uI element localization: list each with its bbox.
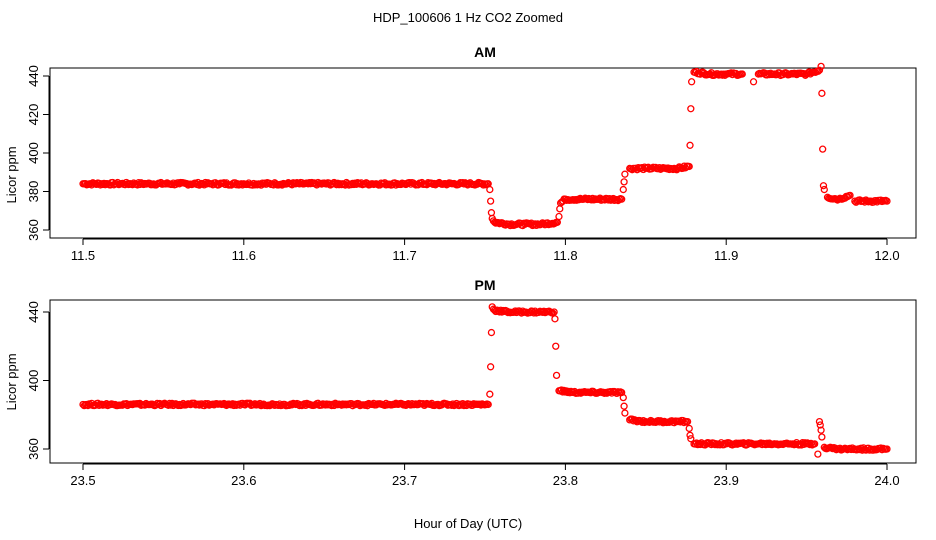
x-tick-label: 12.0	[874, 248, 899, 263]
data-point	[620, 402, 628, 410]
data-point	[486, 185, 494, 194]
data-point	[551, 315, 559, 323]
data-point	[486, 197, 495, 205]
data-point	[687, 435, 695, 443]
panel-pm-plot-frame	[49, 299, 917, 464]
data-point	[486, 363, 495, 371]
y-tick-label: 440	[26, 301, 41, 323]
data-point	[853, 446, 861, 454]
data-point	[820, 185, 828, 194]
x-tick-label: 23.8	[553, 473, 578, 488]
data-point	[817, 426, 825, 434]
figure-title: HDP_100606 1 Hz CO2 Zoomed	[373, 10, 563, 25]
panel-am-y-axis: 360 380 400 420 440	[26, 65, 50, 241]
panel-pm: PM 23.5 23.6 23.7 23.8 23.9 24.0 360 400 440 Li…	[4, 277, 917, 488]
data-point	[818, 89, 826, 97]
y-tick-label: 360	[26, 219, 41, 241]
data-point	[621, 170, 629, 178]
data-point	[405, 178, 414, 187]
x-tick-label: 11.8	[553, 248, 577, 263]
panel-pm-x-axis: 23.5 23.6 23.7 23.8 23.9 24.0	[70, 463, 900, 488]
data-point	[555, 212, 563, 221]
data-point	[686, 141, 694, 149]
x-tick-label: 23.6	[231, 473, 256, 488]
data-point	[810, 440, 819, 448]
panel-am-plot-frame	[49, 67, 917, 239]
data-point	[814, 450, 822, 458]
panel-pm-title: PM	[475, 277, 496, 293]
x-tick-label: 11.9	[714, 248, 738, 263]
data-point	[511, 307, 519, 315]
data-point	[680, 162, 688, 170]
data-point	[619, 185, 627, 194]
panel-am-points	[79, 62, 891, 230]
x-axis-label: Hour of Day (UTC)	[414, 516, 522, 531]
data-point	[817, 62, 825, 71]
x-tick-label: 11.7	[392, 248, 416, 263]
data-point	[621, 409, 629, 417]
data-point	[683, 417, 692, 426]
data-point	[819, 182, 828, 190]
data-point	[484, 400, 492, 409]
data-point	[619, 393, 627, 402]
data-point	[685, 162, 693, 171]
x-tick-label: 24.0	[874, 473, 899, 488]
data-point	[486, 390, 494, 398]
data-point	[815, 417, 824, 426]
data-point	[552, 371, 561, 380]
data-point	[819, 145, 827, 153]
y-tick-label: 400	[26, 370, 41, 392]
x-tick-label: 11.6	[232, 248, 256, 263]
data-point	[795, 441, 803, 449]
data-point	[685, 424, 693, 433]
data-point	[815, 66, 824, 74]
data-point	[550, 308, 558, 316]
data-point	[618, 195, 626, 203]
x-tick-label: 11.5	[71, 248, 95, 263]
data-point	[749, 78, 758, 86]
data-point	[687, 78, 696, 86]
y-tick-label: 360	[26, 438, 41, 460]
y-tick-label: 380	[26, 181, 41, 203]
data-point	[632, 416, 640, 425]
x-tick-label: 23.5	[70, 473, 95, 488]
data-point	[487, 328, 496, 337]
data-point	[883, 445, 891, 453]
data-point	[846, 191, 854, 200]
panel-pm-points	[79, 303, 891, 458]
data-point	[727, 69, 735, 77]
y-tick-label: 400	[26, 142, 41, 164]
x-tick-label: 23.9	[714, 473, 739, 488]
data-point	[686, 431, 694, 439]
y-tick-label: 440	[26, 65, 41, 87]
panel-pm-y-axis: 360 400 440	[26, 301, 50, 460]
panel-pm-y-axis-label: Licor ppm	[4, 353, 19, 410]
panel-am: AM 11.5 11.6 11.7 11.8 11.9 12.0 360 380 400 420…	[4, 44, 917, 263]
data-point	[818, 433, 826, 441]
data-point	[552, 342, 560, 350]
x-tick-label: 23.7	[392, 473, 417, 488]
data-point	[816, 421, 824, 429]
data-point	[687, 105, 695, 113]
data-point	[347, 180, 356, 189]
y-tick-label: 420	[26, 104, 41, 126]
panel-am-x-axis: 11.5 11.6 11.7 11.8 11.9 12.0	[71, 238, 900, 263]
data-point	[883, 197, 891, 205]
panel-am-title: AM	[474, 44, 496, 60]
data-point	[738, 70, 746, 78]
panel-am-y-axis-label: Licor ppm	[4, 146, 19, 203]
data-point	[620, 178, 628, 186]
